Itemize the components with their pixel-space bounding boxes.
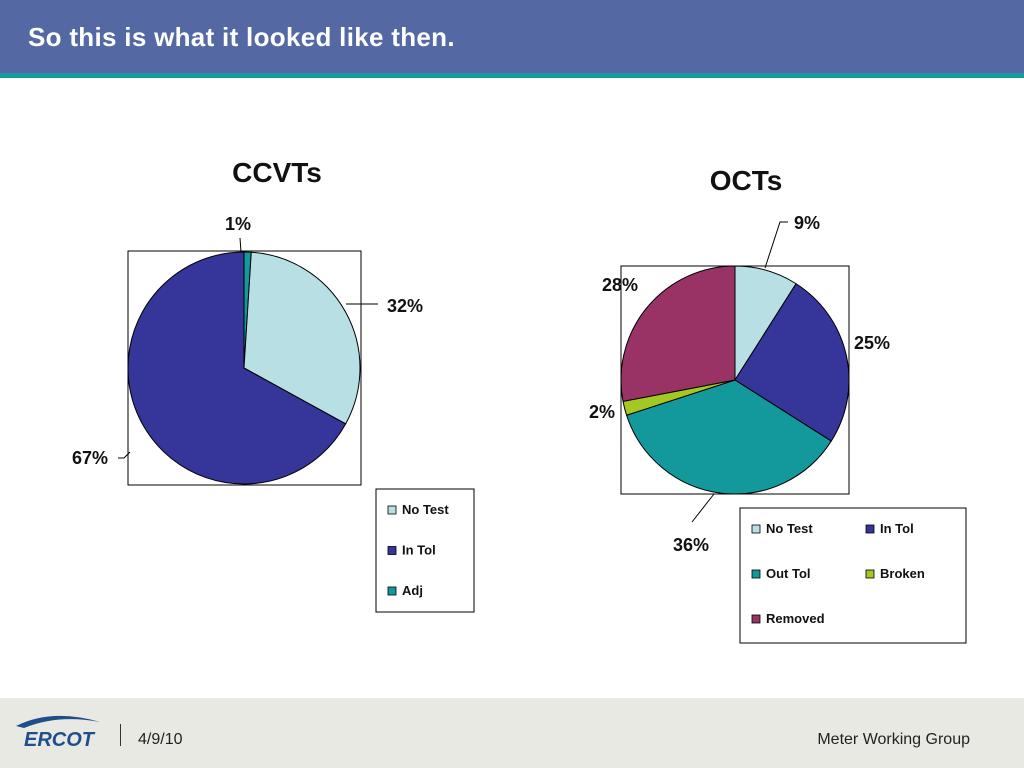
octs-leader-no-test bbox=[764, 221, 788, 269]
ccvts-slice-in-tol bbox=[127, 251, 347, 485]
octs-legend-swatch-removed bbox=[751, 614, 761, 624]
octs-data-label-broken: 2% bbox=[589, 402, 615, 422]
octs-slice-removed bbox=[620, 265, 736, 402]
octs-legend-label-no-test: No Test bbox=[766, 521, 813, 536]
octs-chart-title: OCTs bbox=[710, 165, 783, 196]
octs-legend-swatch-broken bbox=[865, 569, 875, 579]
ccvts-legend-label-in-tol: In Tol bbox=[402, 543, 436, 558]
ccvts-chart-title: CCVTs bbox=[232, 157, 322, 188]
octs-slice-out-tol bbox=[625, 379, 832, 495]
octs-data-label-removed: 28% bbox=[602, 275, 638, 295]
octs-legend-label-in-tol: In Tol bbox=[880, 521, 914, 536]
header-stripe bbox=[0, 73, 1024, 78]
octs-data-label-no-test: 9% bbox=[794, 213, 820, 233]
ccvts-legend-label-adj: Adj bbox=[402, 583, 423, 598]
logo-swoosh bbox=[16, 715, 100, 728]
octs-slice-in-tol bbox=[734, 283, 850, 442]
ccvts-legend-swatch-adj bbox=[387, 586, 397, 596]
ccvts-leader-in-tol bbox=[118, 451, 131, 459]
slide-title: So this is what it looked like then. bbox=[28, 22, 455, 52]
footer-bar bbox=[0, 698, 1024, 768]
ccvts-legend-swatch-no-test bbox=[387, 505, 397, 515]
octs-legend-swatch-no-test bbox=[751, 524, 761, 534]
octs-data-label-in-tol: 25% bbox=[854, 333, 890, 353]
octs-leader-out-tol bbox=[691, 493, 715, 523]
octs-legend-swatch-in-tol bbox=[865, 524, 875, 534]
ccvts-data-label-no-test: 32% bbox=[387, 296, 423, 316]
ccvts-data-label-adj: 1% bbox=[225, 214, 251, 234]
ccvts-slice-no-test bbox=[243, 251, 361, 425]
ercot-logo: ERCOT bbox=[16, 715, 100, 751]
ccvts-legend-swatch-in-tol bbox=[387, 546, 397, 555]
charts-canvas: CCVTs 32% 67% 1% No Test In Tol Adj OCTs 9% 25% 36… bbox=[72, 157, 967, 644]
octs-legend-box bbox=[739, 507, 967, 644]
header-bar bbox=[0, 0, 1024, 73]
octs-data-label-out-tol: 36% bbox=[673, 535, 709, 555]
octs-legend-label-out-tol: Out Tol bbox=[766, 566, 811, 581]
footer-date: 4/9/10 bbox=[138, 731, 183, 748]
logo-text: ERCOT bbox=[24, 729, 96, 751]
ccvts-leader-adj bbox=[239, 237, 242, 253]
footer-group-name: Meter Working Group bbox=[817, 731, 970, 748]
ccvts-legend-label-no-test: No Test bbox=[402, 502, 449, 517]
logo-divider bbox=[120, 724, 121, 746]
ccvts-data-label-in-tol: 67% bbox=[72, 448, 108, 468]
octs-legend-label-removed: Removed bbox=[766, 611, 825, 626]
octs-legend-swatch-out-tol bbox=[751, 569, 761, 579]
octs-legend-label-broken: Broken bbox=[880, 566, 925, 581]
